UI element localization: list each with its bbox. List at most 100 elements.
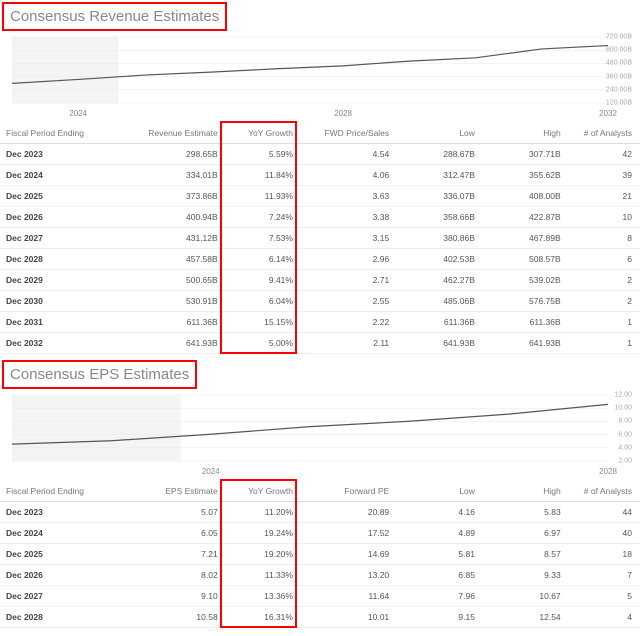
table-cell: 298.65B [125, 144, 221, 165]
table-cell: 6.05 [125, 523, 221, 544]
table-cell: 641.93B [479, 333, 565, 354]
col-header: High [479, 123, 565, 144]
table-cell: Dec 2024 [0, 165, 125, 186]
table-row: Dec 2027431.12B7.53%3.15380.86B467.89B8 [0, 228, 640, 249]
table-cell: 19.20% [222, 544, 297, 565]
table-cell: 8.02 [125, 565, 221, 586]
table-cell: 11.33% [222, 565, 297, 586]
table-cell: 5 [565, 586, 640, 607]
table-cell: 6.14% [222, 249, 297, 270]
table-cell: 42 [565, 144, 640, 165]
table-cell: 3.63 [297, 186, 393, 207]
table-cell: 39 [565, 165, 640, 186]
table-cell: 10 [565, 207, 640, 228]
eps-title: Consensus EPS Estimates [2, 360, 197, 389]
table-cell: 3.38 [297, 207, 393, 228]
col-header: YoY Growth [222, 123, 297, 144]
y-tick-label: 120.00B [606, 100, 632, 107]
revenue-chart: 720.00B600.00B480.00B360.00B240.00B120.0… [8, 35, 632, 121]
table-cell: 611.36B [125, 312, 221, 333]
table-cell: 9.33 [479, 565, 565, 586]
table-cell: Dec 2025 [0, 544, 125, 565]
eps-y-labels: 12.0010.008.006.004.002.00 [598, 393, 632, 463]
x-tick-label: 2028 [334, 109, 352, 118]
col-header: FWD Price/Sales [297, 123, 393, 144]
y-tick-label: 8.00 [618, 418, 632, 425]
table-cell: 2 [565, 291, 640, 312]
table-cell: 5.07 [125, 502, 221, 523]
table-cell: 3.15 [297, 228, 393, 249]
table-row: Dec 2028457.58B6.14%2.96402.53B508.57B6 [0, 249, 640, 270]
col-header: YoY Growth [222, 481, 297, 502]
table-row: Dec 20279.1013.36%11.647.9610.675 [0, 586, 640, 607]
table-cell: Dec 2023 [0, 502, 125, 523]
table-cell: 358.66B [393, 207, 479, 228]
table-cell: 2 [565, 270, 640, 291]
col-header: Fiscal Period Ending [0, 123, 125, 144]
table-cell: 16.31% [222, 607, 297, 628]
col-header: EPS Estimate [125, 481, 221, 502]
table-cell: Dec 2032 [0, 333, 125, 354]
revenue-title: Consensus Revenue Estimates [2, 2, 227, 31]
eps-table-wrap: Fiscal Period EndingEPS EstimateYoY Grow… [0, 481, 640, 628]
table-cell: 19.24% [222, 523, 297, 544]
table-cell: 307.71B [479, 144, 565, 165]
table-cell: 9.10 [125, 586, 221, 607]
table-cell: 508.57B [479, 249, 565, 270]
col-header: # of Analysts [565, 481, 640, 502]
table-cell: 312.47B [393, 165, 479, 186]
table-cell: 576.75B [479, 291, 565, 312]
y-tick-label: 480.00B [606, 60, 632, 67]
table-cell: 380.86B [393, 228, 479, 249]
table-row: Dec 20257.2119.20%14.695.818.5718 [0, 544, 640, 565]
table-cell: 611.36B [479, 312, 565, 333]
table-cell: 4.89 [393, 523, 479, 544]
table-cell: Dec 2024 [0, 523, 125, 544]
table-cell: 1 [565, 333, 640, 354]
table-cell: 641.93B [125, 333, 221, 354]
col-header: High [479, 481, 565, 502]
table-row: Dec 2024334.01B11.84%4.06312.47B355.62B3… [0, 165, 640, 186]
table-cell: 485.06B [393, 291, 479, 312]
x-tick-label: 2032 [599, 109, 617, 118]
table-cell: Dec 2031 [0, 312, 125, 333]
table-cell: 400.94B [125, 207, 221, 228]
table-cell: 21 [565, 186, 640, 207]
table-cell: 11.20% [222, 502, 297, 523]
x-tick-label: 2024 [69, 109, 87, 118]
table-row: Dec 20235.0711.20%20.894.165.8344 [0, 502, 640, 523]
table-cell: 431.12B [125, 228, 221, 249]
table-cell: 5.81 [393, 544, 479, 565]
table-row: Dec 2030530.91B6.04%2.55485.06B576.75B2 [0, 291, 640, 312]
table-cell: 4 [565, 607, 640, 628]
table-cell: 4.16 [393, 502, 479, 523]
table-cell: Dec 2028 [0, 249, 125, 270]
table-cell: 1 [565, 312, 640, 333]
eps-table: Fiscal Period EndingEPS EstimateYoY Grow… [0, 481, 640, 628]
table-cell: 11.93% [222, 186, 297, 207]
y-tick-label: 360.00B [606, 73, 632, 80]
table-cell: 13.36% [222, 586, 297, 607]
eps-x-labels: 20242028 [8, 465, 612, 479]
table-row: Dec 2031611.36B15.15%2.22611.36B611.36B1 [0, 312, 640, 333]
table-cell: 288.67B [393, 144, 479, 165]
table-cell: 7.53% [222, 228, 297, 249]
y-tick-label: 6.00 [618, 431, 632, 438]
table-cell: 8.57 [479, 544, 565, 565]
table-cell: 5.59% [222, 144, 297, 165]
revenue-table: Fiscal Period EndingRevenue EstimateYoY … [0, 123, 640, 354]
table-cell: 8 [565, 228, 640, 249]
table-cell: Dec 2025 [0, 186, 125, 207]
y-tick-label: 12.00 [614, 392, 632, 399]
table-cell: 6.04% [222, 291, 297, 312]
revenue-section: Consensus Revenue Estimates 720.00B600.0… [0, 0, 640, 354]
table-cell: 20.89 [297, 502, 393, 523]
table-cell: Dec 2030 [0, 291, 125, 312]
x-tick-label: 2028 [599, 467, 617, 476]
table-cell: 7.21 [125, 544, 221, 565]
table-cell: 14.69 [297, 544, 393, 565]
table-cell: 10.67 [479, 586, 565, 607]
table-cell: Dec 2027 [0, 586, 125, 607]
x-tick-label: 2024 [202, 467, 220, 476]
table-cell: 373.86B [125, 186, 221, 207]
